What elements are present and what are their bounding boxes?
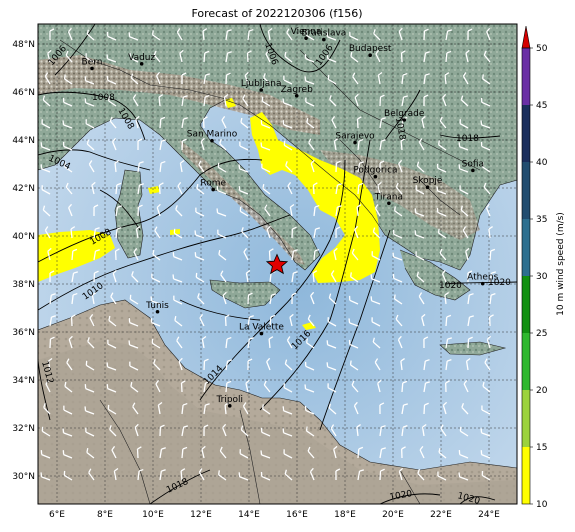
- lon-axis: 6°E 8°E 10°E 12°E 14°E 16°E 18°E 20°E 22…: [49, 510, 500, 520]
- city-label: La Valette: [239, 323, 284, 333]
- lon-tick-label: 8°E: [97, 510, 113, 520]
- colorbar-segment: [522, 105, 530, 162]
- lat-tick-label: 42°N: [12, 184, 35, 194]
- colorbar-tick-label: 20: [536, 386, 548, 396]
- lat-tick-label: 36°N: [12, 328, 35, 338]
- colorbar-segment: [522, 333, 530, 390]
- colorbar-segment: [522, 162, 530, 219]
- colorbar-tick-label: 30: [536, 272, 548, 282]
- lat-tick-label: 38°N: [12, 280, 35, 290]
- city-label: San Marino: [187, 130, 238, 140]
- isobar-label: 1018: [456, 134, 479, 144]
- colorbar-segment: [522, 447, 530, 504]
- lon-tick-label: 24°E: [478, 510, 500, 520]
- city-label: Bratislava: [301, 29, 346, 39]
- colorbar-segment: [522, 48, 530, 105]
- lon-tick-label: 10°E: [142, 510, 164, 520]
- lat-tick-label: 44°N: [12, 136, 35, 146]
- colorbar-tick-label: 35: [536, 215, 547, 225]
- colorbar-tick-label: 10: [536, 500, 548, 510]
- isobar-label: 1020: [439, 281, 462, 291]
- colorbar-tick-label: 45: [536, 101, 547, 111]
- city-label: Tirana: [374, 192, 403, 202]
- colorbar-segment: [522, 390, 530, 447]
- city-label: Zagreb: [281, 85, 313, 95]
- city-label: Budapest: [349, 44, 392, 54]
- lon-tick-label: 18°E: [334, 510, 356, 520]
- city-label: Rome: [200, 179, 226, 189]
- colorbar-tick-label: 40: [536, 158, 548, 168]
- colorbar-label: 10 m wind speed (m/s): [556, 212, 566, 316]
- lat-tick-label: 40°N: [12, 232, 35, 242]
- map-title: Forecast of 2022120306 (f156): [191, 7, 362, 20]
- lat-tick-label: 34°N: [12, 376, 35, 386]
- lon-tick-label: 6°E: [49, 510, 65, 520]
- lon-tick-label: 22°E: [430, 510, 452, 520]
- lon-tick-label: 20°E: [382, 510, 404, 520]
- lon-tick-label: 12°E: [190, 510, 212, 520]
- city-label: Bern: [82, 57, 103, 67]
- city-label: Belgrade: [384, 109, 425, 119]
- isobar-label: 1008: [92, 93, 115, 103]
- colorbar-segment: [522, 276, 530, 333]
- lat-tick-label: 32°N: [12, 424, 35, 434]
- colorbar-segment: [522, 219, 530, 276]
- city-label: Skopje: [413, 176, 443, 186]
- colorbar-tick-label: 15: [536, 443, 547, 453]
- isobar-label: 1020: [488, 278, 511, 288]
- city-label: Vaduz: [128, 53, 155, 63]
- lon-tick-label: 16°E: [286, 510, 308, 520]
- city-label: Sarajevo: [335, 132, 375, 142]
- colorbar: 10 15 20 25 30 35 40 45 50 10 m wind speed (m/s): [522, 26, 566, 510]
- colorbar-tick-label: 50: [536, 44, 548, 54]
- city-label: Sofia: [462, 159, 484, 169]
- city-label: Tunis: [145, 301, 169, 311]
- city-label: Ljubljana: [241, 79, 282, 89]
- lon-tick-label: 14°E: [238, 510, 260, 520]
- lat-tick-label: 48°N: [12, 40, 35, 50]
- city-label: Tripoli: [215, 395, 243, 405]
- city-label: Podgorica: [353, 166, 397, 176]
- lat-tick-label: 30°N: [12, 472, 35, 482]
- lat-axis: 48°N 46°N 44°N 42°N 40°N 38°N 36°N 34°N …: [12, 40, 35, 482]
- lat-tick-label: 46°N: [12, 88, 35, 98]
- colorbar-tick-label: 25: [536, 329, 547, 339]
- colorbar-extend-arrow: [522, 26, 530, 48]
